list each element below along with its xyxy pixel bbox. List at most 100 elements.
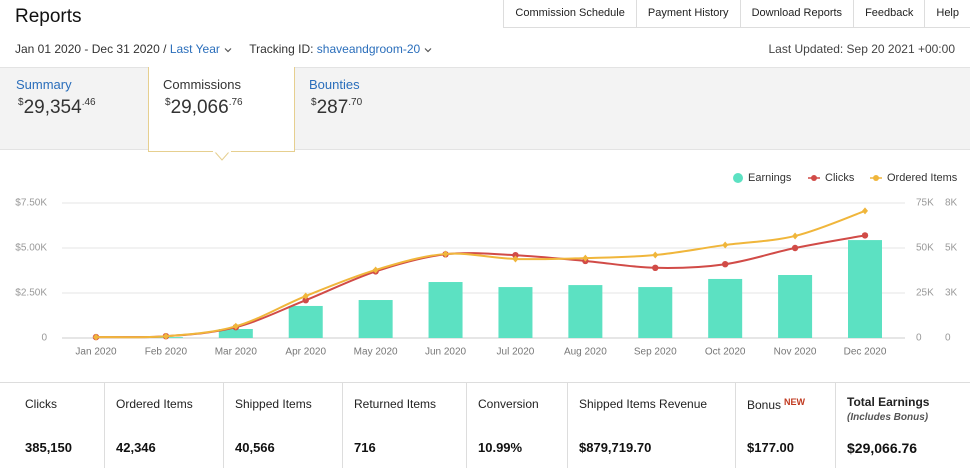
tab-label: Bounties <box>309 77 360 92</box>
separator: / <box>163 42 167 56</box>
y-tick-label: $7.50K <box>15 198 47 209</box>
tracking-label: Tracking ID: <box>249 42 314 56</box>
bar <box>218 329 253 338</box>
x-tick-label: Aug 2020 <box>564 347 607 358</box>
bar <box>708 278 743 338</box>
tab-amount: $29,066.76 <box>165 97 243 119</box>
amount-whole: 287 <box>316 97 349 118</box>
stat-label-text: Shipped Items <box>235 397 312 411</box>
nav-link[interactable]: Download Reports <box>741 0 855 27</box>
x-tick-label: Apr 2020 <box>285 347 326 358</box>
legend-marker <box>811 175 817 181</box>
point <box>582 254 589 262</box>
stat-label-text: Ordered Items <box>116 397 193 411</box>
legend-label: Ordered Items <box>887 172 958 184</box>
stat-value: 42,346 <box>116 440 156 455</box>
point <box>512 252 519 259</box>
y-tick-label: $2.50K <box>15 288 47 299</box>
stat-cell: Total Earnings (Includes Bonus) $29,066.76 <box>836 383 970 468</box>
nav-link[interactable]: Help <box>936 7 959 19</box>
bar <box>498 287 533 338</box>
x-tick-label: Jun 2020 <box>425 347 467 358</box>
stat-label: Total Earnings (Includes Bonus) <box>847 395 929 423</box>
x-tick-label: May 2020 <box>354 347 398 358</box>
x-tick-label: Dec 2020 <box>844 347 887 358</box>
currency: $ <box>165 97 171 108</box>
stats-row: Clicks 385,150 Ordered Items 42,346 Shipped … <box>0 382 970 468</box>
summary-tab[interactable]: Bounties $287.70 <box>309 67 439 148</box>
point <box>861 232 869 239</box>
x-tick-label: Feb 2020 <box>145 347 188 358</box>
y-tick-label: 0 <box>41 333 47 344</box>
stat-cell: Returned Items 716 <box>343 383 467 468</box>
x-tick-label: Jul 2020 <box>497 347 535 358</box>
summary-tab[interactable]: Summary $29,354.46 <box>16 67 146 148</box>
stat-cell: Conversion 10.99% <box>467 383 568 468</box>
stat-value: $879,719.70 <box>579 440 652 455</box>
amount-cents: .46 <box>81 97 96 108</box>
new-badge: NEW <box>784 397 806 407</box>
stat-value: 716 <box>354 440 376 455</box>
stat-cell: Ordered Items 42,346 <box>105 383 224 468</box>
stat-label-text: Bonus <box>747 398 782 412</box>
y-tick-label: 3K <box>945 288 958 299</box>
stat-cell: Shipped Items 40,566 <box>224 383 343 468</box>
bar <box>778 275 813 338</box>
stat-label: Conversion <box>478 397 539 411</box>
point <box>93 333 99 341</box>
bar <box>848 240 882 338</box>
bar <box>638 287 673 338</box>
stat-value: 10.99% <box>478 440 523 455</box>
tracking-dropdown[interactable]: shaveandgroom-20 <box>316 42 421 56</box>
stat-value: $29,066.76 <box>847 440 918 456</box>
chart: 0 $2.50K $5.00K $7.50K 0 25K 50K 75K 0 3K 5K 8K Jan … <box>15 150 958 358</box>
selected-tab <box>148 67 295 152</box>
period-dropdown[interactable]: Last Year <box>169 42 220 56</box>
legend-marker <box>733 173 743 183</box>
legend-marker <box>873 175 879 181</box>
nav-link[interactable]: Feedback <box>854 0 926 27</box>
date-range: Jan 01 2020 - Dec 31 2020 <box>15 42 160 56</box>
x-tick-label: Oct 2020 <box>705 347 746 358</box>
stat-label-text: Conversion <box>478 397 539 411</box>
nav-link[interactable]: Payment History <box>637 0 741 27</box>
point <box>302 292 309 300</box>
point <box>722 241 729 249</box>
y-tick-label: 0 <box>916 333 922 344</box>
amount-cents: .76 <box>228 97 243 108</box>
filter-row: Jan 01 2020 - Dec 31 2020 / Last Year Tr… <box>15 42 432 56</box>
summary-tab[interactable]: Commissions $29,066.76 <box>163 67 293 148</box>
stat-value: $177.00 <box>747 440 794 455</box>
tab-label: Commissions <box>163 77 242 92</box>
point <box>442 250 449 258</box>
point <box>792 232 799 240</box>
stat-cell: Clicks 385,150 <box>0 383 105 468</box>
y-tick-label: 75K <box>916 198 934 209</box>
tab-pointer-mask <box>213 150 231 153</box>
bar <box>358 300 393 338</box>
point <box>862 207 868 215</box>
point <box>791 244 799 252</box>
amount-whole: 29,354 <box>23 97 82 118</box>
y-tick-label: 50K <box>916 243 934 254</box>
tab-label: Summary <box>16 77 72 92</box>
y-tick-label: 25K <box>916 288 934 299</box>
nav-link[interactable]: Commission Schedule <box>504 0 637 27</box>
point <box>372 266 379 274</box>
stat-label: Ordered Items <box>116 397 193 411</box>
caret <box>424 48 432 53</box>
stat-note: (Includes Bonus) <box>847 412 929 423</box>
amount-cents: .70 <box>348 97 363 108</box>
stat-label: Returned Items <box>354 397 436 411</box>
currency: $ <box>18 97 24 108</box>
point <box>652 264 659 271</box>
point <box>302 297 309 304</box>
stat-label: Shipped Items <box>235 397 312 411</box>
stat-label: Clicks <box>25 397 57 411</box>
point <box>232 322 239 330</box>
stat-label: Shipped Items Revenue <box>579 397 707 411</box>
line <box>95 234 866 339</box>
tab-amount: $287.70 <box>311 97 362 119</box>
point <box>512 255 519 263</box>
